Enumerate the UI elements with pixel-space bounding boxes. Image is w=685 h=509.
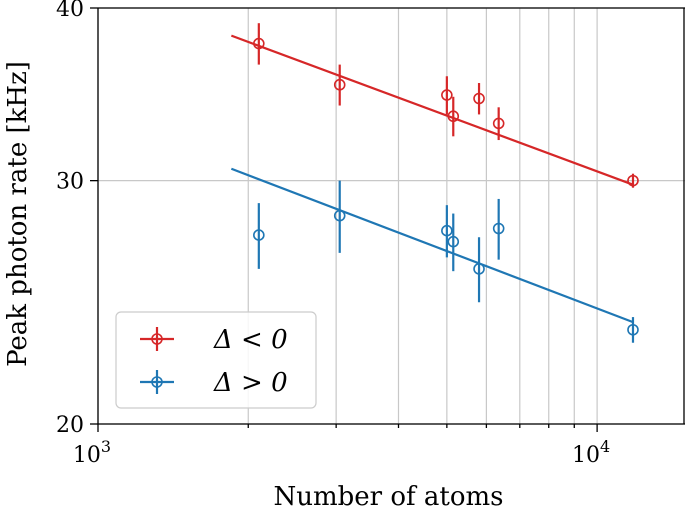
- legend-marker-point: [151, 333, 163, 345]
- x-tick-label: 103: [73, 437, 111, 468]
- fit-line: [230, 167, 634, 324]
- data-point: [441, 89, 453, 101]
- data-point: [333, 209, 346, 222]
- legend-label: Δ > 0: [213, 368, 288, 398]
- x-tick-label: 104: [572, 437, 610, 468]
- y-tick-label: 40: [56, 0, 84, 22]
- data-point: [473, 92, 485, 105]
- series-delta-positive: [230, 167, 639, 343]
- legend-box: [115, 311, 317, 409]
- data-point: [447, 235, 460, 248]
- y-axis-label: Peak photon rate [kHz]: [3, 61, 33, 367]
- legend: Δ < 0 Δ > 0: [115, 311, 317, 409]
- fit-line: [230, 34, 634, 186]
- x-tick-base: 10: [572, 443, 600, 468]
- legend-label: Δ < 0: [213, 325, 288, 355]
- data-point: [441, 224, 453, 237]
- data-point: [627, 323, 639, 336]
- data-point: [333, 78, 346, 91]
- data-layer: [230, 23, 639, 343]
- x-tick-exponent: 3: [101, 437, 111, 456]
- y-tick-label: 20: [56, 413, 84, 438]
- data-point: [492, 117, 505, 130]
- legend-marker-point: [151, 376, 163, 388]
- y-tick-label: 30: [56, 170, 84, 195]
- data-point: [253, 229, 265, 241]
- x-tick-exponent: 4: [600, 437, 610, 456]
- data-point: [492, 222, 505, 235]
- data-point: [627, 174, 639, 187]
- data-point: [447, 110, 460, 123]
- data-point: [473, 263, 485, 275]
- series-delta-negative: [230, 23, 639, 188]
- data-point: [253, 37, 265, 50]
- x-axis-label: Number of atoms: [273, 482, 503, 509]
- x-tick-base: 10: [73, 443, 101, 468]
